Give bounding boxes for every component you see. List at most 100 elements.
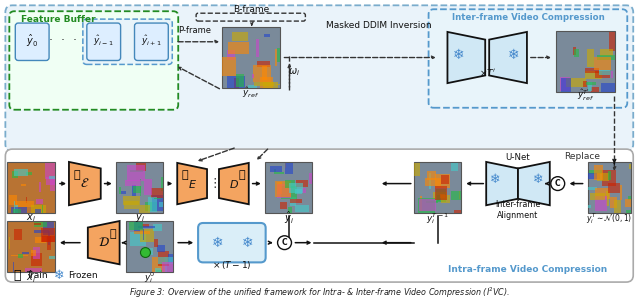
Bar [588, 162, 631, 213]
FancyBboxPatch shape [429, 9, 627, 108]
Bar [47, 236, 51, 250]
Polygon shape [177, 163, 207, 204]
Text: $\hat{y}_{ref}^{T'}$: $\hat{y}_{ref}^{T'}$ [577, 88, 594, 104]
Bar [626, 210, 631, 213]
Bar [611, 71, 613, 78]
Bar [414, 163, 420, 176]
Bar [34, 222, 47, 227]
Bar [143, 229, 145, 240]
Bar [270, 166, 282, 172]
Text: Feature Buffer: Feature Buffer [20, 15, 95, 24]
Text: $y_i^T{\sim}\mathcal{N}(0,1)$: $y_i^T{\sim}\mathcal{N}(0,1)$ [586, 211, 632, 225]
Text: ❄: ❄ [212, 236, 224, 250]
Bar [602, 170, 616, 186]
FancyBboxPatch shape [5, 5, 633, 151]
FancyBboxPatch shape [5, 149, 633, 282]
Bar [595, 188, 610, 198]
Bar [9, 237, 10, 248]
Bar [451, 191, 461, 200]
Bar [285, 180, 294, 188]
Bar [140, 179, 141, 195]
Text: $x_i$: $x_i$ [26, 212, 36, 224]
Bar [131, 232, 147, 246]
Circle shape [278, 236, 291, 250]
Bar [12, 171, 19, 178]
Text: Frozen: Frozen [68, 271, 97, 280]
Bar [454, 210, 461, 213]
Bar [608, 171, 611, 180]
Bar [295, 205, 310, 211]
Bar [148, 197, 157, 212]
Text: Inter-frame
Alignment: Inter-frame Alignment [495, 200, 541, 220]
Bar [420, 196, 422, 211]
Bar [35, 237, 45, 244]
Bar [257, 61, 270, 67]
Bar [8, 195, 17, 205]
Bar [21, 184, 26, 186]
Bar [151, 188, 163, 198]
Bar [134, 222, 143, 234]
Bar [426, 201, 438, 203]
Bar [13, 169, 28, 176]
Bar [255, 82, 275, 85]
Bar [142, 225, 148, 227]
Bar [436, 189, 445, 202]
Text: $y_i$: $y_i$ [134, 212, 145, 224]
FancyBboxPatch shape [15, 23, 49, 61]
Bar [164, 257, 167, 272]
Bar [12, 255, 28, 256]
Bar [556, 31, 615, 92]
Bar [227, 50, 235, 60]
Bar [34, 230, 49, 233]
Bar [161, 178, 163, 191]
Bar [33, 247, 40, 259]
Text: ❄: ❄ [242, 236, 253, 250]
Bar [575, 49, 579, 57]
Bar [594, 57, 611, 70]
Polygon shape [88, 221, 120, 264]
Bar [281, 186, 297, 199]
Polygon shape [219, 163, 249, 204]
Text: $\hat{y}_{i-1}$: $\hat{y}_{i-1}$ [93, 33, 114, 48]
Bar [309, 173, 312, 184]
Bar [36, 199, 43, 204]
Bar [294, 189, 301, 194]
Bar [43, 222, 54, 235]
Bar [7, 221, 55, 272]
Text: 🔥: 🔥 [74, 170, 80, 180]
Bar [133, 186, 141, 193]
Bar [625, 199, 631, 207]
Bar [7, 162, 55, 213]
Bar [440, 195, 445, 198]
Bar [600, 49, 613, 55]
Bar [265, 162, 312, 213]
Bar [13, 201, 15, 213]
Bar [275, 49, 276, 66]
Bar [280, 202, 287, 209]
Text: $E$: $E$ [188, 178, 196, 190]
Bar [49, 256, 55, 259]
Text: ❄: ❄ [532, 173, 543, 186]
Bar [588, 49, 594, 67]
Bar [276, 182, 282, 194]
Bar [15, 205, 18, 213]
Bar [152, 195, 163, 211]
Text: Figure 3: Overview of the unified framework for Intra- & Inter-frame Video Compr: Figure 3: Overview of the unified framew… [129, 286, 510, 300]
FancyBboxPatch shape [10, 11, 178, 110]
Bar [42, 205, 43, 213]
Bar [419, 199, 436, 211]
Text: 🔥: 🔥 [13, 269, 21, 282]
Circle shape [140, 248, 150, 258]
Bar [589, 170, 602, 174]
Bar [26, 171, 32, 175]
Bar [31, 251, 36, 256]
Bar [145, 248, 153, 255]
Bar [50, 179, 55, 191]
Bar [116, 162, 163, 213]
Bar [39, 182, 41, 191]
Bar [248, 85, 257, 88]
Bar [157, 245, 164, 252]
Bar [145, 179, 152, 195]
Bar [260, 77, 273, 88]
FancyBboxPatch shape [198, 223, 266, 262]
